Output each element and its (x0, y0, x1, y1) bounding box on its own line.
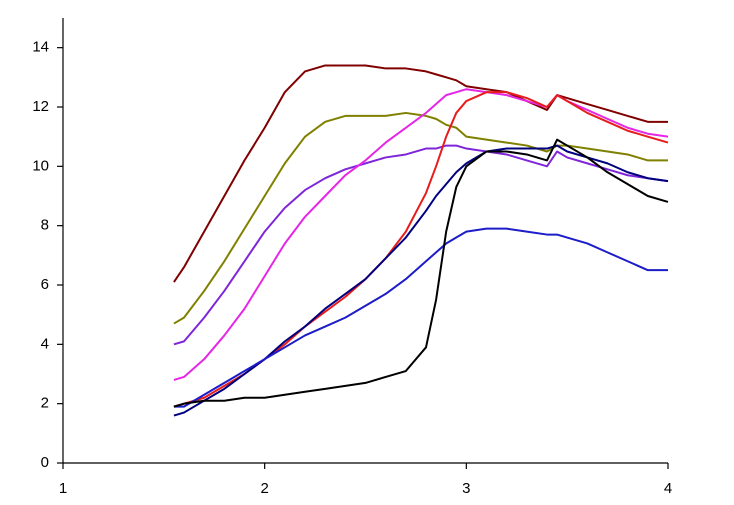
data-line (173, 91, 669, 408)
data-line (173, 144, 669, 346)
y-tick-label: 4 (41, 335, 49, 352)
x-tick-label: 4 (664, 480, 672, 497)
data-line (173, 111, 668, 325)
data-line (173, 227, 668, 408)
x-tick-label: 1 (59, 480, 67, 497)
x-tick-label: 3 (462, 480, 470, 497)
data-line (173, 64, 668, 283)
y-tick-label: 8 (41, 217, 49, 234)
data-line (173, 88, 669, 381)
y-tick-label: 14 (32, 39, 49, 56)
data-line (173, 138, 669, 408)
y-tick-label: 0 (41, 454, 49, 471)
y-tick-label: 12 (32, 98, 49, 115)
y-tick-label: 10 (32, 157, 49, 174)
data-line (173, 144, 669, 417)
x-tick-label: 2 (260, 480, 268, 497)
y-tick-label: 2 (41, 395, 49, 412)
y-tick-label: 6 (41, 276, 49, 293)
